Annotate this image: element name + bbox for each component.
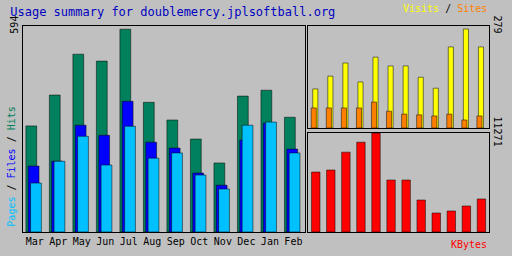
svg-text:Pages / Files / Hits: Pages / Files / Hits xyxy=(6,106,17,226)
svg-text:Dec: Dec xyxy=(237,236,255,247)
svg-text:Feb: Feb xyxy=(284,236,302,247)
svg-text:Mar: Mar xyxy=(26,236,44,247)
svg-text:Jan: Jan xyxy=(261,236,279,247)
svg-text:Jun: Jun xyxy=(96,236,114,247)
svg-text:594: 594 xyxy=(9,16,20,34)
svg-text:Aug: Aug xyxy=(143,236,161,247)
svg-text:KBytes: KBytes xyxy=(451,239,487,250)
svg-text:May: May xyxy=(73,236,91,247)
svg-text:Nov: Nov xyxy=(214,236,232,247)
svg-text:Visits / Sites: Visits / Sites xyxy=(403,3,487,14)
svg-text:Apr: Apr xyxy=(49,236,67,247)
svg-text:Usage summary for doublemercy.: Usage summary for doublemercy.jplsoftbal… xyxy=(10,5,335,19)
svg-text:Sep: Sep xyxy=(167,236,185,247)
svg-text:279: 279 xyxy=(492,16,503,34)
svg-text:11271: 11271 xyxy=(492,117,503,147)
svg-text:Jul: Jul xyxy=(120,236,138,247)
svg-text:Oct: Oct xyxy=(190,236,208,247)
